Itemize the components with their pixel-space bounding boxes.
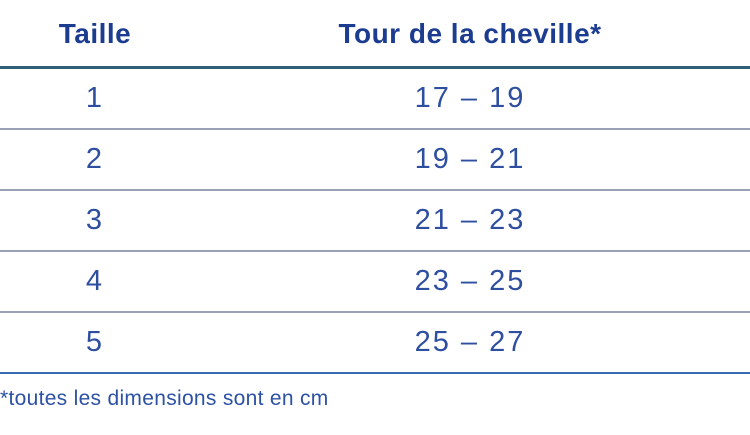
table-row: 2 19 – 21 [0,129,750,191]
size-value: 2 [0,129,190,191]
footnote: *toutes les dimensions sont en cm [0,387,329,410]
range-value: 21 – 23 [190,190,750,252]
table-header-row: Taille Tour de la cheville* [0,0,750,69]
size-value: 4 [0,251,190,313]
column-header-ankle-circumference: Tour de la cheville* [190,0,750,69]
range-value: 19 – 21 [190,129,750,191]
size-table: Taille Tour de la cheville* 1 17 – 19 2 … [0,0,750,374]
table-row: 1 17 – 19 [0,67,750,130]
table-row: 4 23 – 25 [0,251,750,313]
range-value: 23 – 25 [190,251,750,313]
range-value: 25 – 27 [190,312,750,374]
size-value: 5 [0,312,190,374]
size-value: 1 [0,67,190,130]
size-value: 3 [0,190,190,252]
table-row: 5 25 – 27 [0,312,750,374]
column-header-size: Taille [0,0,190,69]
range-value: 17 – 19 [190,67,750,130]
table-row: 3 21 – 23 [0,190,750,252]
